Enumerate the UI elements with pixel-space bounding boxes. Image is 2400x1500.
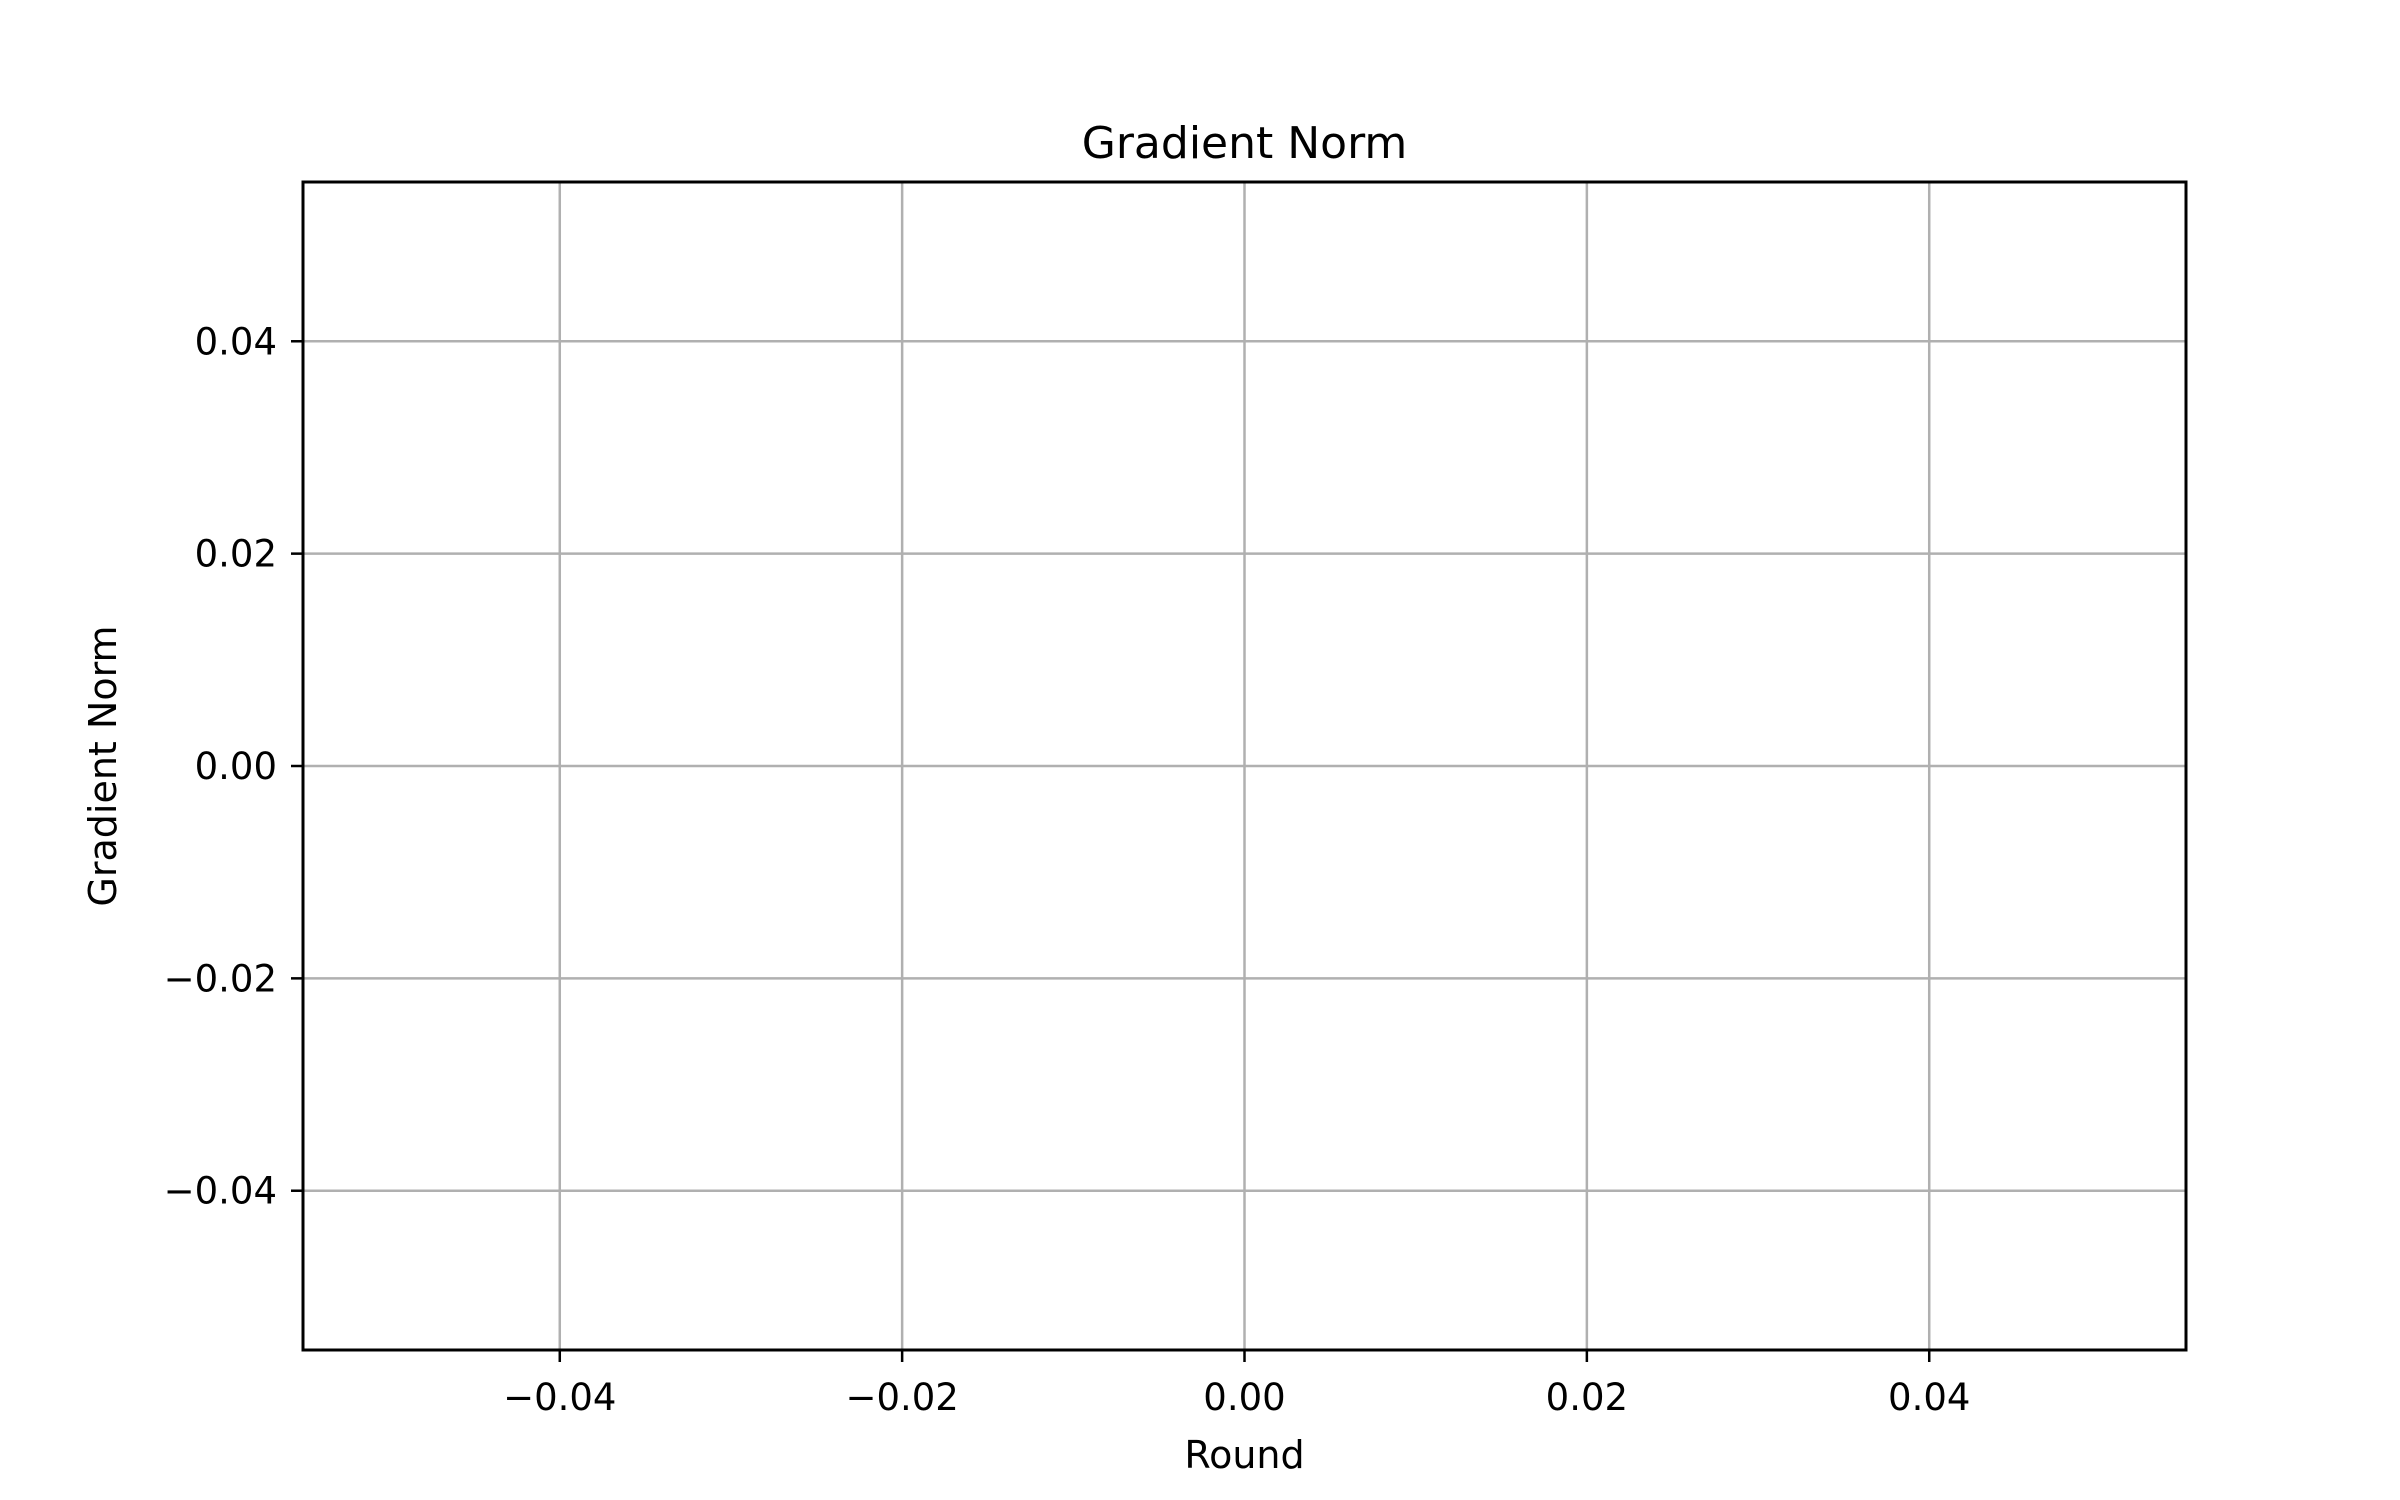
y-tick-label: 0.00 [195, 745, 277, 788]
x-tick-label: 0.02 [1546, 1376, 1628, 1419]
y-tick-label: 0.02 [195, 533, 277, 576]
chart-title: Gradient Norm [1082, 118, 1408, 169]
x-tick-label: 0.04 [1888, 1376, 1970, 1419]
axis-ticks: −0.04 −0.02 0.00 0.02 0.04 −0.04 −0.02 0.00 0.02… [164, 320, 1971, 1419]
x-tick-label: −0.02 [845, 1376, 958, 1419]
y-tick-label: −0.04 [164, 1170, 277, 1213]
grid-lines [303, 182, 2186, 1350]
y-tick-label: 0.04 [195, 320, 277, 363]
y-tick-label: −0.02 [164, 957, 277, 1000]
y-axis-label: Gradient Norm [81, 625, 125, 906]
x-axis-label: Round [1184, 1433, 1304, 1477]
x-tick-label: 0.00 [1203, 1376, 1285, 1419]
x-tick-label: −0.04 [503, 1376, 616, 1419]
